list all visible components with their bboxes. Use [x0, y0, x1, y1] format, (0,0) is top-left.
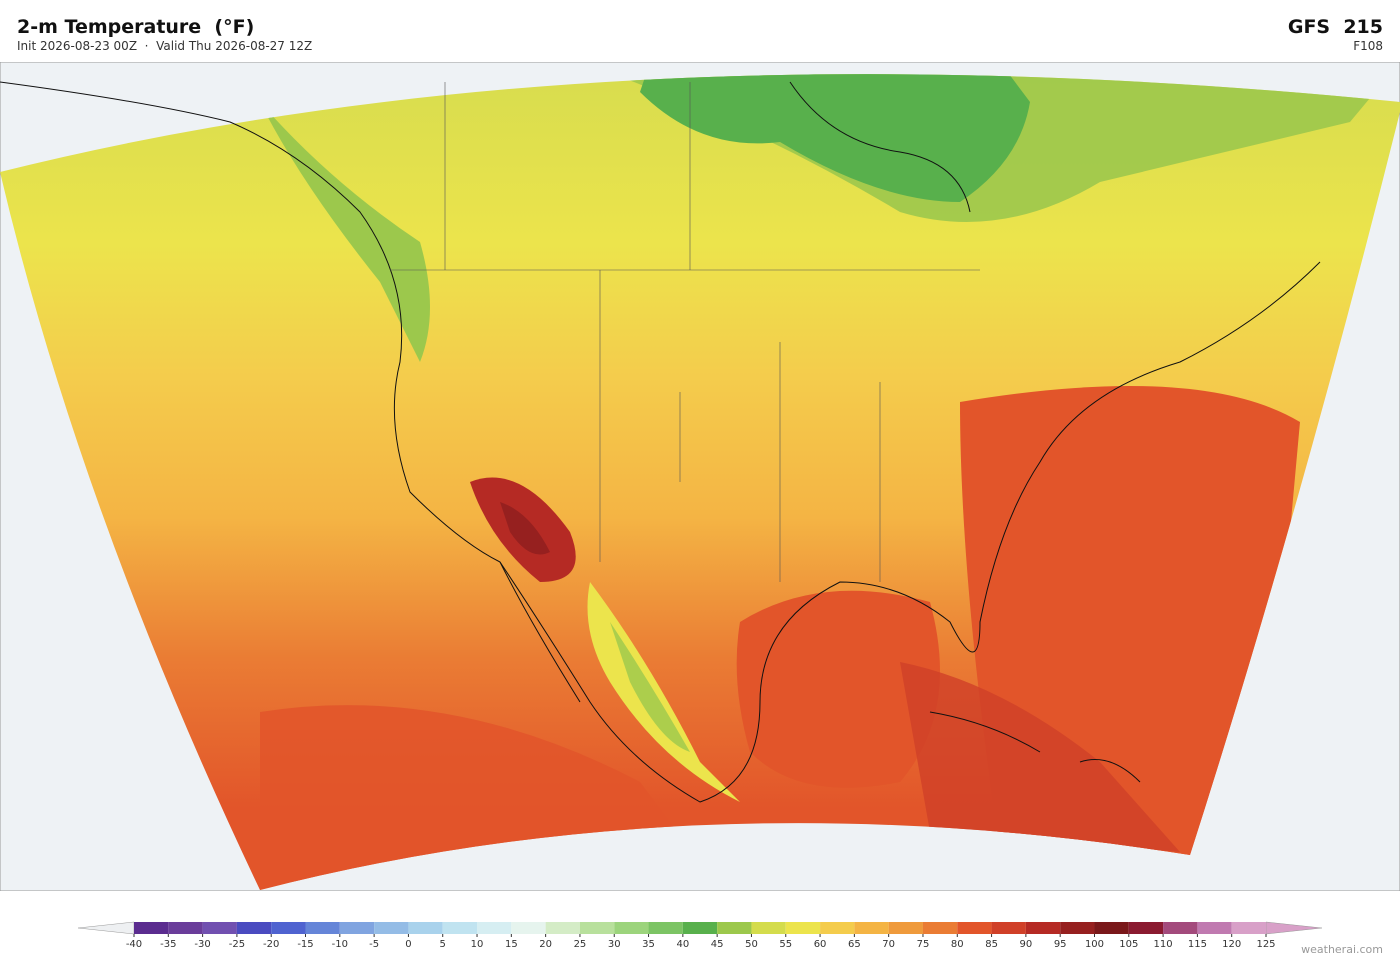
colorbar: -40 -35 -30 -25 -20 -15 -10 -5 0 5 10 15 20 25 30 35 40 4…: [77, 921, 1323, 950]
tick-label: -10: [332, 939, 348, 950]
color-swatch: [614, 922, 649, 934]
color-swatch: [442, 922, 478, 934]
color-swatch: [1197, 922, 1232, 934]
tick-label: 75: [917, 939, 930, 950]
tick-label: 110: [1154, 939, 1173, 950]
tick-label: 90: [1020, 939, 1033, 950]
tick-label: 45: [711, 939, 724, 950]
extend-high: [1265, 921, 1323, 935]
borders: [390, 82, 980, 582]
tick-label: 115: [1188, 939, 1207, 950]
tick-label: -20: [263, 939, 279, 950]
title: 2-m Temperature (°F): [17, 16, 255, 38]
credit: weatherai.com: [1301, 943, 1383, 956]
tick-label: 55: [779, 939, 792, 950]
tick-label: -15: [297, 939, 313, 950]
tick-label: 50: [745, 939, 758, 950]
color-swatch: [545, 922, 580, 934]
color-swatch: [991, 922, 1026, 934]
tick-label: -35: [160, 939, 176, 950]
color-swatch: [339, 922, 375, 934]
color-swatch: [202, 922, 237, 934]
color-swatch: [1163, 922, 1198, 934]
tick-label: 35: [642, 939, 655, 950]
temperature-field: [0, 74, 1400, 891]
tick-label: 10: [471, 939, 484, 950]
color-swatch: [1231, 922, 1266, 934]
color-swatch: [134, 922, 169, 934]
tick-label: 95: [1054, 939, 1067, 950]
tick-label: 15: [505, 939, 518, 950]
coastlines: [0, 81, 1321, 803]
tick-label: 80: [951, 939, 964, 950]
tick-label: 20: [539, 939, 552, 950]
color-swatch: [374, 922, 409, 934]
color-swatch: [785, 922, 821, 934]
color-swatch: [271, 922, 306, 934]
tick-label: 30: [608, 939, 621, 950]
tick-label: 0: [405, 939, 411, 950]
color-swatch: [717, 922, 752, 934]
color-swatch: [477, 922, 512, 934]
model: GFS 215: [1287, 16, 1383, 38]
tick-label: 25: [574, 939, 587, 950]
tick-label: -30: [194, 939, 210, 950]
color-swatch: [854, 922, 889, 934]
color-swatch: [1128, 922, 1164, 934]
tick-label: 60: [814, 939, 827, 950]
color-swatch: [305, 922, 340, 934]
tick-label: 105: [1119, 939, 1138, 950]
color-swatch: [1060, 922, 1095, 934]
color-swatch: [168, 922, 203, 934]
tick-label: -25: [229, 939, 245, 950]
color-swatch: [579, 922, 615, 934]
tick-label: 100: [1085, 939, 1104, 950]
color-swatch: [682, 922, 718, 934]
tick-label: 120: [1222, 939, 1241, 950]
tick-label: -40: [126, 939, 142, 950]
subtitle: Init 2026-08-23 00Z · Valid Thu 2026-08-…: [17, 39, 313, 53]
tick-label: 40: [676, 939, 689, 950]
tick-label: 125: [1256, 939, 1275, 950]
extend-low: [77, 921, 135, 935]
color-swatch: [820, 922, 855, 934]
color-swatch: [408, 922, 443, 934]
tick-label: 5: [440, 939, 446, 950]
tick-label: 70: [882, 939, 895, 950]
forecast-hour: F108: [1353, 39, 1383, 53]
color-swatch: [1025, 922, 1061, 934]
tick-label: 85: [985, 939, 998, 950]
color-swatch: [888, 922, 923, 934]
color-swatch: [751, 922, 786, 934]
map: [0, 62, 1400, 891]
color-swatch: [511, 922, 546, 934]
tick-label: 65: [848, 939, 861, 950]
color-swatch: [922, 922, 958, 934]
color-swatch: [648, 922, 683, 934]
tick-label: -5: [369, 939, 379, 950]
color-swatch: [957, 922, 992, 934]
color-swatch: [236, 922, 272, 934]
color-swatch: [1094, 922, 1129, 934]
